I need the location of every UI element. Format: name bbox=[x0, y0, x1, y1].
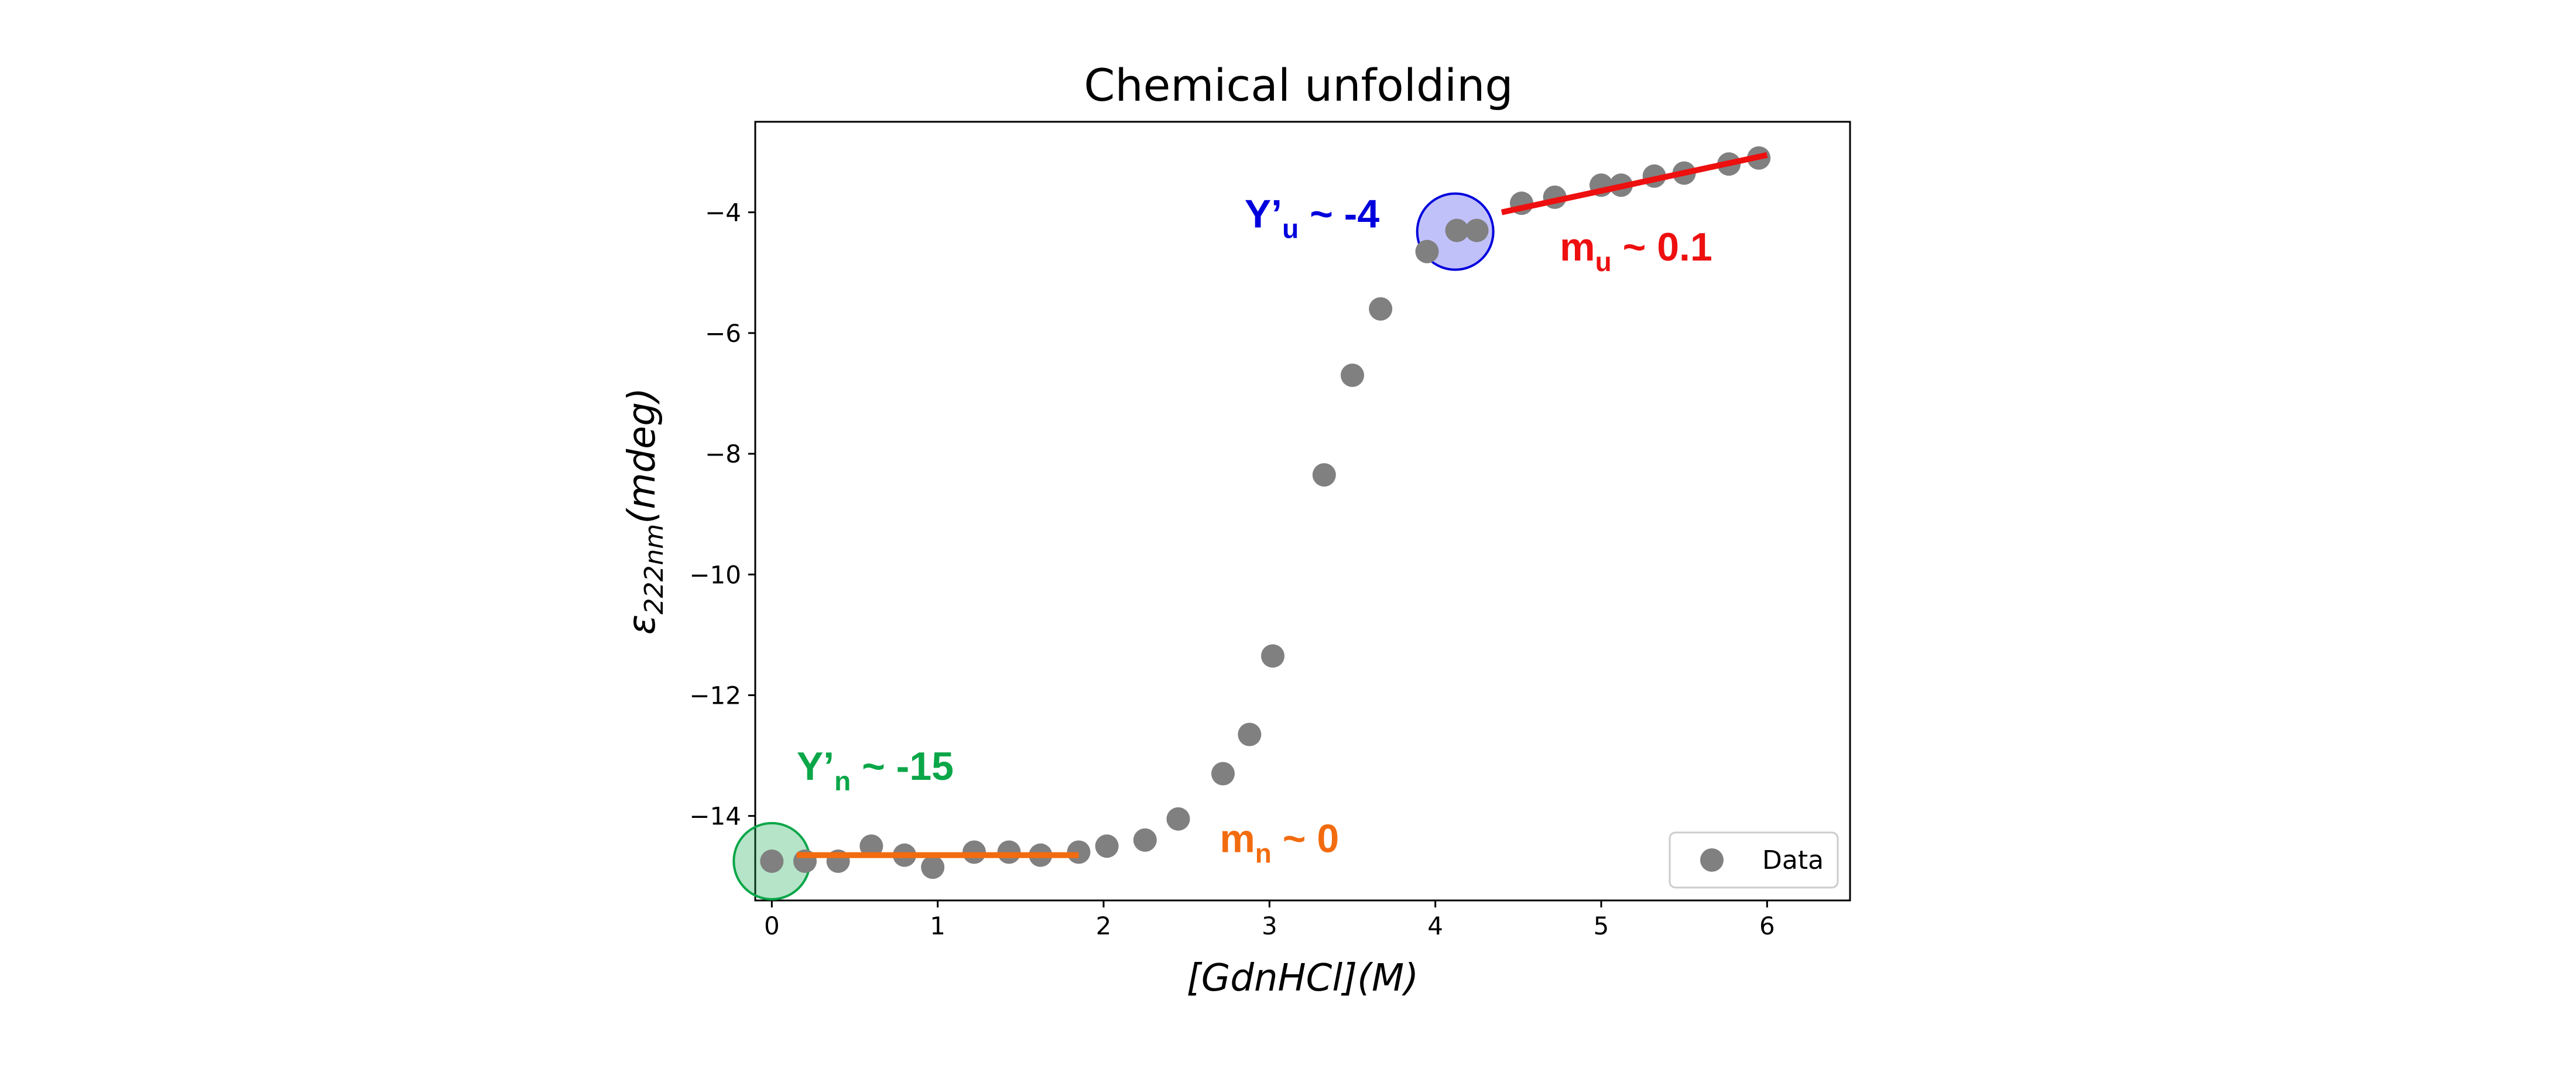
y-axis-ticks: −4 −6 −8 −10 −12 −14 bbox=[689, 198, 755, 831]
annotations: Y’n ~ -15 mn ~ 0 Y’u ~ -4 mu ~ 0.1 bbox=[797, 191, 1712, 868]
annotation-label: mu ~ 0.1 bbox=[1560, 225, 1712, 277]
data-point bbox=[1415, 239, 1439, 263]
y-tick-label: −6 bbox=[705, 319, 741, 348]
annotation-label: Y’u ~ -4 bbox=[1245, 191, 1380, 244]
y-tick-label: −4 bbox=[705, 198, 741, 227]
data-point bbox=[997, 840, 1021, 864]
data-point bbox=[1465, 218, 1489, 242]
x-axis-label: [GdnHCl](M) bbox=[1187, 957, 1419, 1000]
annotation-label: Y’n ~ -15 bbox=[797, 744, 954, 796]
chart-title: Chemical unfolding bbox=[1084, 59, 1513, 111]
legend-marker bbox=[1700, 848, 1724, 872]
y-axis-label-unit: (mdeg) bbox=[621, 388, 664, 524]
y-tick-label: −8 bbox=[705, 440, 741, 468]
legend-box bbox=[1669, 831, 1839, 889]
x-tick-label: 6 bbox=[1759, 912, 1775, 940]
data-point bbox=[859, 834, 883, 858]
data-point bbox=[1211, 762, 1235, 786]
x-tick-label: 2 bbox=[1096, 912, 1112, 940]
data-point bbox=[1261, 644, 1284, 668]
data-point bbox=[962, 840, 986, 864]
data-point bbox=[1095, 834, 1119, 858]
data-point bbox=[1312, 463, 1336, 487]
data-point bbox=[1445, 218, 1469, 242]
x-axis-ticks: 0 1 2 3 4 5 6 bbox=[764, 900, 1775, 940]
data-point bbox=[1238, 722, 1262, 746]
y-axis-label-subscript: 222nm bbox=[639, 524, 669, 615]
plot-area bbox=[754, 121, 1851, 902]
data-point bbox=[1133, 828, 1157, 852]
data-point bbox=[760, 849, 784, 873]
legend-label-data: Data bbox=[1762, 845, 1824, 875]
data-point bbox=[1369, 297, 1393, 321]
y-tick-label: −12 bbox=[689, 681, 741, 710]
annotation-label: mn ~ 0 bbox=[1220, 817, 1339, 869]
fit-lines bbox=[796, 152, 1768, 858]
data-point bbox=[1341, 364, 1364, 388]
unfolded-fit-line bbox=[1501, 152, 1768, 215]
y-axis-label: ε222nm(mdeg) bbox=[621, 388, 669, 635]
data-point bbox=[921, 855, 945, 879]
y-tick-label: −14 bbox=[689, 802, 741, 831]
x-tick-label: 4 bbox=[1427, 912, 1443, 940]
legend: Data bbox=[1669, 831, 1839, 889]
y-axis-label-symbol: ε bbox=[621, 615, 664, 635]
y-tick-label: −10 bbox=[689, 560, 741, 589]
x-tick-label: 3 bbox=[1262, 912, 1277, 940]
x-tick-label: 5 bbox=[1594, 912, 1609, 940]
data-point bbox=[1067, 840, 1091, 864]
x-tick-label: 1 bbox=[930, 912, 946, 940]
data-point bbox=[1166, 807, 1190, 831]
x-tick-label: 0 bbox=[764, 912, 780, 940]
